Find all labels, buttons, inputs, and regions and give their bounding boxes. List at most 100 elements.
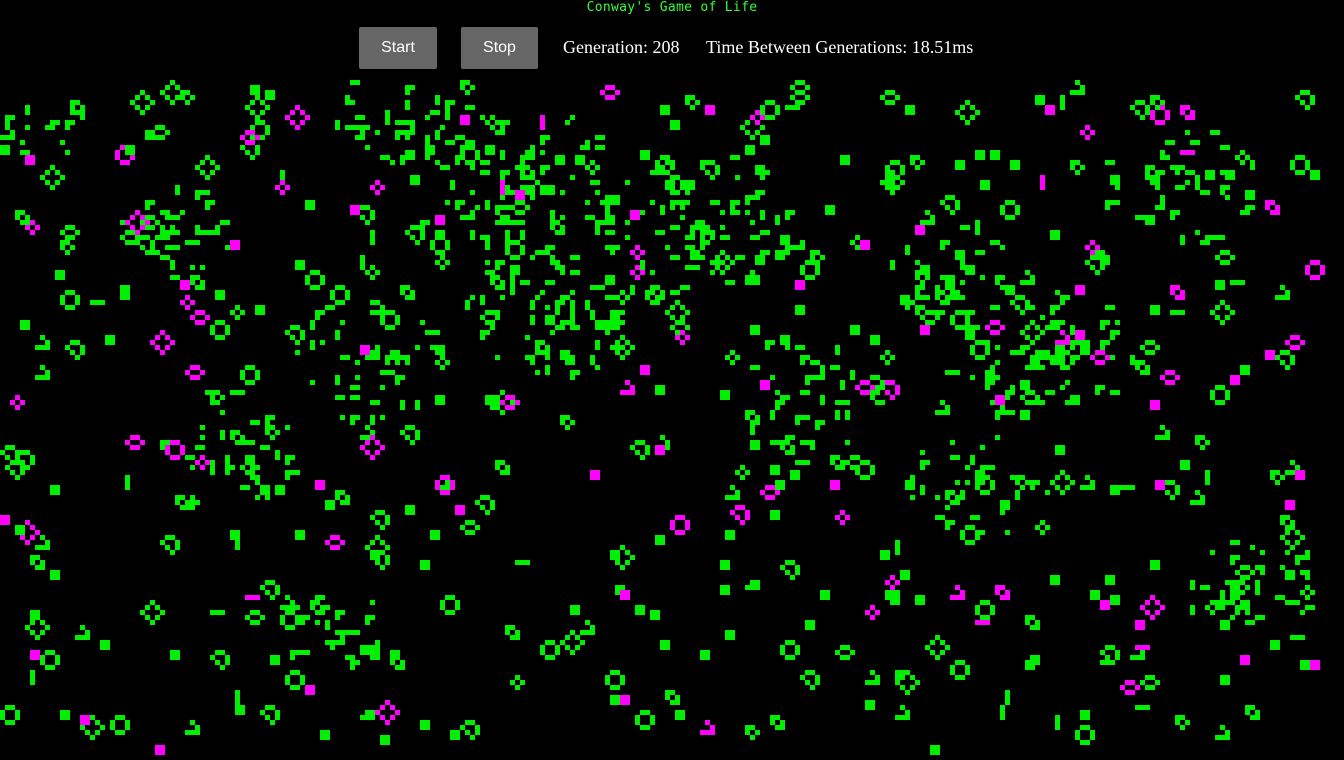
cell-newborn[interactable]	[1235, 375, 1240, 380]
cell-alive[interactable]	[985, 375, 990, 380]
cell-alive[interactable]	[290, 325, 295, 330]
cell-alive[interactable]	[565, 295, 570, 300]
cell-alive[interactable]	[470, 105, 475, 110]
cell-alive[interactable]	[1240, 600, 1245, 605]
cell-alive[interactable]	[470, 160, 475, 165]
cell-alive[interactable]	[395, 375, 400, 380]
cell-alive[interactable]	[1235, 590, 1240, 595]
cell-alive[interactable]	[1150, 675, 1155, 680]
cell-alive[interactable]	[615, 295, 620, 300]
cell-alive[interactable]	[990, 365, 995, 370]
cell-alive[interactable]	[1300, 660, 1305, 665]
cell-newborn[interactable]	[1315, 275, 1320, 280]
cell-alive[interactable]	[1025, 305, 1030, 310]
cell-alive[interactable]	[385, 360, 390, 365]
cell-alive[interactable]	[1035, 335, 1040, 340]
cell-alive[interactable]	[220, 335, 225, 340]
cell-alive[interactable]	[1310, 170, 1315, 175]
cell-alive[interactable]	[355, 415, 360, 420]
cell-alive[interactable]	[925, 320, 930, 325]
cell-newborn[interactable]	[185, 285, 190, 290]
cell-alive[interactable]	[1110, 575, 1115, 580]
cell-alive[interactable]	[1010, 290, 1015, 295]
cell-alive[interactable]	[970, 540, 975, 545]
cell-alive[interactable]	[1255, 565, 1260, 570]
cell-alive[interactable]	[290, 600, 295, 605]
cell-newborn[interactable]	[1155, 485, 1160, 490]
cell-alive[interactable]	[990, 610, 995, 615]
cell-alive[interactable]	[910, 155, 915, 160]
cell-alive[interactable]	[695, 255, 700, 260]
cell-alive[interactable]	[895, 670, 900, 675]
cell-alive[interactable]	[920, 305, 925, 310]
cell-alive[interactable]	[1045, 525, 1050, 530]
cell-alive[interactable]	[870, 470, 875, 475]
cell-alive[interactable]	[910, 480, 915, 485]
cell-alive[interactable]	[485, 245, 490, 250]
cell-alive[interactable]	[345, 290, 350, 295]
cell-alive[interactable]	[350, 100, 355, 105]
cell-alive[interactable]	[85, 630, 90, 635]
cell-alive[interactable]	[655, 610, 660, 615]
cell-alive[interactable]	[1310, 100, 1315, 105]
cell-newborn[interactable]	[1080, 285, 1085, 290]
cell-alive[interactable]	[575, 645, 580, 650]
cell-alive[interactable]	[350, 80, 355, 85]
cell-alive[interactable]	[300, 675, 305, 680]
cell-alive[interactable]	[210, 610, 215, 615]
cell-alive[interactable]	[380, 735, 385, 740]
cell-alive[interactable]	[995, 280, 1000, 285]
cell-alive[interactable]	[1080, 90, 1085, 95]
cell-alive[interactable]	[945, 505, 950, 510]
cell-alive[interactable]	[755, 580, 760, 585]
cell-alive[interactable]	[800, 440, 805, 445]
cell-alive[interactable]	[1225, 195, 1230, 200]
cell-alive[interactable]	[1195, 175, 1200, 180]
cell-alive[interactable]	[265, 90, 270, 95]
cell-alive[interactable]	[1040, 530, 1045, 535]
cell-alive[interactable]	[270, 655, 275, 660]
cell-alive[interactable]	[315, 315, 320, 320]
cell-newborn[interactable]	[635, 265, 640, 270]
cell-alive[interactable]	[340, 300, 345, 305]
cell-newborn[interactable]	[435, 485, 440, 490]
cell-alive[interactable]	[940, 310, 945, 315]
cell-newborn[interactable]	[630, 250, 635, 255]
cell-alive[interactable]	[245, 105, 250, 110]
cell-alive[interactable]	[365, 715, 370, 720]
cell-alive[interactable]	[490, 150, 495, 155]
cell-newborn[interactable]	[500, 400, 505, 405]
cell-alive[interactable]	[545, 250, 550, 255]
cell-newborn[interactable]	[385, 720, 390, 725]
cell-alive[interactable]	[70, 245, 75, 250]
cell-alive[interactable]	[675, 710, 680, 715]
cell-alive[interactable]	[75, 300, 80, 305]
cell-alive[interactable]	[205, 155, 210, 160]
cell-alive[interactable]	[750, 420, 755, 425]
cell-alive[interactable]	[570, 355, 575, 360]
cell-newborn[interactable]	[630, 390, 635, 395]
cell-alive[interactable]	[45, 340, 50, 345]
cell-alive[interactable]	[530, 150, 535, 155]
cell-alive[interactable]	[540, 150, 545, 155]
cell-alive[interactable]	[50, 485, 55, 490]
cell-newborn[interactable]	[380, 445, 385, 450]
cell-newborn[interactable]	[1295, 335, 1300, 340]
cell-alive[interactable]	[400, 160, 405, 165]
cell-alive[interactable]	[315, 600, 320, 605]
cell-alive[interactable]	[985, 465, 990, 470]
cell-alive[interactable]	[550, 210, 555, 215]
cell-alive[interactable]	[50, 185, 55, 190]
cell-alive[interactable]	[380, 525, 385, 530]
cell-alive[interactable]	[1150, 340, 1155, 345]
cell-alive[interactable]	[160, 135, 165, 140]
cell-alive[interactable]	[1110, 200, 1115, 205]
cell-alive[interactable]	[275, 455, 280, 460]
cell-newborn[interactable]	[995, 400, 1000, 405]
cell-alive[interactable]	[1300, 155, 1305, 160]
cell-alive[interactable]	[40, 545, 45, 550]
cell-alive[interactable]	[1285, 530, 1290, 535]
cell-alive[interactable]	[610, 280, 615, 285]
cell-alive[interactable]	[70, 225, 75, 230]
cell-newborn[interactable]	[835, 480, 840, 485]
